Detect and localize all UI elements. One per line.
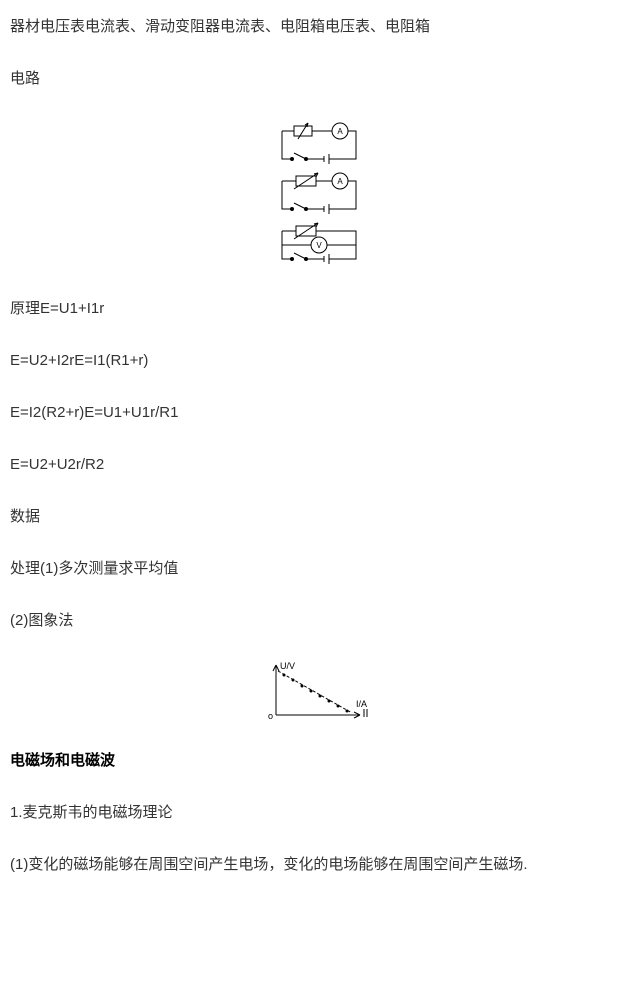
circuit-diagram-3: V <box>274 219 364 269</box>
principle-eq-4: E=U2+U2r/R2 <box>10 453 628 477</box>
principle-eq-3: E=I2(R2+r)E=U1+U1r/R1 <box>10 401 628 425</box>
svg-text:V: V <box>316 241 322 250</box>
principle-eq-2: E=U2+I2rE=I1(R1+r) <box>10 349 628 373</box>
circuit-diagram-2: A <box>274 169 364 219</box>
section-heading-em: 电磁场和电磁波 <box>10 749 628 773</box>
principle-eq-1: 原理E=U1+I1r <box>10 297 628 321</box>
svg-text:A: A <box>337 177 343 186</box>
chart-ylabel: U/V <box>280 661 295 671</box>
circuit-label: 电路 <box>10 67 628 91</box>
chart-origin: o <box>268 711 273 721</box>
chart-xlabel: I/A <box>356 699 367 709</box>
processing-2: (2)图象法 <box>10 609 628 633</box>
chart-svg: U/V I/A o <box>264 661 374 721</box>
data-label: 数据 <box>10 505 628 529</box>
circuit-diagram-1: A <box>274 119 364 169</box>
processing-1: 处理(1)多次测量求平均值 <box>10 557 628 581</box>
svg-text:A: A <box>337 127 343 136</box>
uv-ia-chart: U/V I/A o <box>10 661 628 721</box>
maxwell-heading: 1.麦克斯韦的电磁场理论 <box>10 801 628 825</box>
materials-line: 器材电压表电流表、滑动变阻器电流表、电阻箱电压表、电阻箱 <box>10 15 628 39</box>
maxwell-point-1: (1)变化的磁场能够在周围空间产生电场，变化的电场能够在周围空间产生磁场. <box>10 853 628 877</box>
circuit-diagrams: A A <box>10 119 628 269</box>
